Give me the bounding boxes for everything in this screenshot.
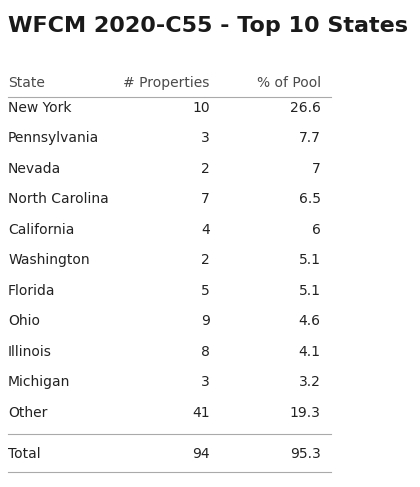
Text: 8: 8 [201, 345, 210, 359]
Text: 5.1: 5.1 [299, 284, 321, 298]
Text: 7.7: 7.7 [299, 131, 321, 145]
Text: North Carolina: North Carolina [8, 192, 109, 206]
Text: 3: 3 [201, 131, 210, 145]
Text: 19.3: 19.3 [290, 406, 321, 420]
Text: % of Pool: % of Pool [257, 76, 321, 91]
Text: 3: 3 [201, 375, 210, 389]
Text: Total: Total [8, 447, 41, 461]
Text: Other: Other [8, 406, 47, 420]
Text: 6: 6 [312, 223, 321, 237]
Text: 10: 10 [192, 101, 210, 114]
Text: 5.1: 5.1 [299, 253, 321, 267]
Text: Michigan: Michigan [8, 375, 71, 389]
Text: Ohio: Ohio [8, 314, 40, 328]
Text: 4.6: 4.6 [299, 314, 321, 328]
Text: Pennsylvania: Pennsylvania [8, 131, 100, 145]
Text: California: California [8, 223, 74, 237]
Text: 9: 9 [201, 314, 210, 328]
Text: 4: 4 [201, 223, 210, 237]
Text: 6.5: 6.5 [299, 192, 321, 206]
Text: WFCM 2020-C55 - Top 10 States: WFCM 2020-C55 - Top 10 States [8, 16, 408, 36]
Text: # Properties: # Properties [123, 76, 210, 91]
Text: 3.2: 3.2 [299, 375, 321, 389]
Text: Illinois: Illinois [8, 345, 52, 359]
Text: 5: 5 [201, 284, 210, 298]
Text: 2: 2 [201, 253, 210, 267]
Text: 94: 94 [192, 447, 210, 461]
Text: 4.1: 4.1 [299, 345, 321, 359]
Text: State: State [8, 76, 45, 91]
Text: Nevada: Nevada [8, 162, 61, 176]
Text: 26.6: 26.6 [290, 101, 321, 114]
Text: Washington: Washington [8, 253, 90, 267]
Text: 7: 7 [201, 192, 210, 206]
Text: 7: 7 [312, 162, 321, 176]
Text: 95.3: 95.3 [290, 447, 321, 461]
Text: New York: New York [8, 101, 72, 114]
Text: 41: 41 [192, 406, 210, 420]
Text: 2: 2 [201, 162, 210, 176]
Text: Florida: Florida [8, 284, 55, 298]
